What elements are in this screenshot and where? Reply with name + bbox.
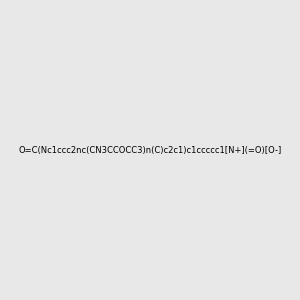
Text: O=C(Nc1ccc2nc(CN3CCOCC3)n(C)c2c1)c1ccccc1[N+](=O)[O-]: O=C(Nc1ccc2nc(CN3CCOCC3)n(C)c2c1)c1ccccc… — [18, 146, 282, 154]
